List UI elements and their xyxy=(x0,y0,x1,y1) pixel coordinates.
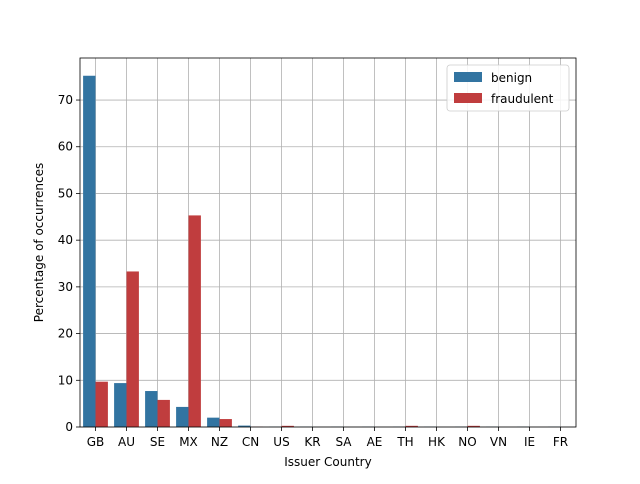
x-tick-label: FR xyxy=(553,435,568,449)
x-tick-label: VN xyxy=(490,435,507,449)
bar-fraudulent-MX xyxy=(189,215,201,427)
x-tick-label: NZ xyxy=(211,435,228,449)
x-tick-label: CN xyxy=(242,435,259,449)
bar-benign-GB xyxy=(83,76,95,427)
y-tick-label: 40 xyxy=(58,233,73,247)
y-tick-label: 0 xyxy=(65,420,73,434)
bars-layer xyxy=(83,76,560,427)
x-tick-label: IE xyxy=(524,435,535,449)
bar-fraudulent-SE xyxy=(158,400,170,427)
grid-layer xyxy=(80,58,576,427)
legend-swatch-fraudulent xyxy=(454,93,482,103)
legend: benign fraudulent xyxy=(447,65,569,111)
y-tick-label: 50 xyxy=(58,186,73,200)
x-tick-label: US xyxy=(273,435,289,449)
y-tick-label: 20 xyxy=(58,327,73,341)
y-tick-label: 10 xyxy=(58,373,73,387)
bar-fraudulent-AU xyxy=(127,271,139,427)
x-tick-label: AE xyxy=(367,435,383,449)
legend-label-fraudulent: fraudulent xyxy=(491,92,554,106)
bar-benign-MX xyxy=(176,407,188,427)
y-axis-label: Percentage of occurrences xyxy=(32,163,46,322)
bar-fraudulent-NZ xyxy=(220,419,232,427)
axes-frame xyxy=(80,58,576,427)
x-tick-label: AU xyxy=(118,435,135,449)
x-tick-label: MX xyxy=(179,435,198,449)
bar-benign-AU xyxy=(114,383,126,427)
y-tick-label: 70 xyxy=(58,93,73,107)
legend-swatch-benign xyxy=(454,72,482,82)
bar-benign-NZ xyxy=(207,418,219,427)
x-tick-label: TH xyxy=(396,435,413,449)
bar-fraudulent-GB xyxy=(96,382,108,427)
y-tick-label: 30 xyxy=(58,280,73,294)
x-tick-label: NO xyxy=(458,435,476,449)
legend-label-benign: benign xyxy=(491,71,532,85)
x-tick-label: GB xyxy=(87,435,105,449)
bar-benign-SE xyxy=(145,391,157,427)
x-axis-label: Issuer Country xyxy=(284,455,371,469)
y-tick-label: 60 xyxy=(58,140,73,154)
x-tick-label: SA xyxy=(335,435,352,449)
x-tick-label: KR xyxy=(304,435,320,449)
x-tick-label: SE xyxy=(150,435,165,449)
x-tick-label: HK xyxy=(428,435,446,449)
